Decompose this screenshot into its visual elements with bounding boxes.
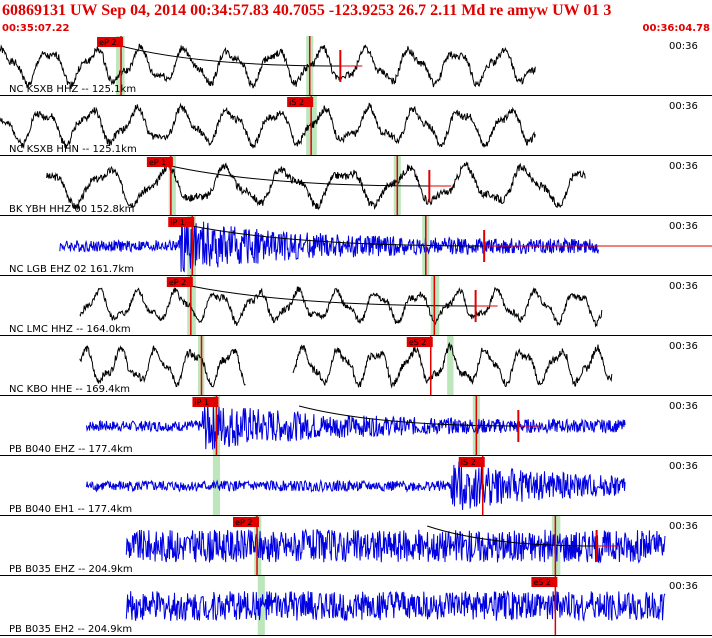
time-tick-label: 00:36 <box>669 341 698 352</box>
pick-label-box <box>192 397 219 407</box>
trace-panel: eP 2 NC LMC HHZ -- 164.0km 00:36 <box>0 276 712 336</box>
pick-label: iS 2 <box>461 458 476 467</box>
pick-label-box <box>166 277 193 287</box>
time-tick-label: 00:36 <box>669 161 698 172</box>
pick-label: eS 2 <box>409 338 427 347</box>
pick-window <box>168 156 176 215</box>
pick-window <box>447 336 454 395</box>
event-title: 60869131 UW Sep 04, 2014 00:34:57.83 40.… <box>2 2 612 19</box>
waveform-trace <box>86 401 626 450</box>
pick-label-box <box>458 457 485 467</box>
trace-panel: eS 2 PB B035 EH2 -- 204.9km 00:36 <box>0 576 712 636</box>
waveform-trace <box>125 528 666 564</box>
station-label: NC KSXB HHN -- 125.1km <box>9 144 137 155</box>
end-time-label: 00:36:04.78 <box>642 23 710 34</box>
trace-panel: iS 2 PB B040 EH1 -- 177.4km 00:36 <box>0 456 712 516</box>
time-tick-label: 00:36 <box>669 401 698 412</box>
time-tick-label: 00:36 <box>669 221 698 232</box>
pick-label-box <box>233 517 260 527</box>
station-label: NC LMC HHZ -- 164.0km <box>9 324 131 335</box>
start-time-label: 00:35:07.22 <box>2 23 70 34</box>
trace-panel: eS 2 NC KBO HHE -- 169.4km 00:36 <box>0 336 712 396</box>
station-label: NC KBO HHE -- 169.4km <box>9 384 130 395</box>
station-label: PB B035 EHZ -- 204.9km <box>9 564 133 575</box>
pick-label-box <box>287 97 314 107</box>
pick-label: iS 2 <box>289 98 304 107</box>
coda-envelope <box>190 285 476 307</box>
pick-label: eP 1 <box>149 158 166 167</box>
trace-panel: iS 2 NC KSXB HHN -- 125.1km 00:36 <box>0 96 712 156</box>
pick-label-box <box>168 217 195 227</box>
time-tick-label: 00:36 <box>669 521 698 532</box>
pick-label: eS 2 <box>533 578 551 587</box>
pick-label: iP 1 <box>194 398 209 407</box>
seismogram-plot: eP 2 NC KSXB HHZ -- 125.1km 00:36 iS 2 NC KS… <box>0 36 712 636</box>
pick-label: eP 2 <box>99 38 116 47</box>
coda-envelope <box>298 405 519 427</box>
pick-label: eP 2 <box>169 278 186 287</box>
waveform-trace <box>125 590 666 623</box>
coda-envelope <box>170 165 430 187</box>
event-header: 60869131 UW Sep 04, 2014 00:34:57.83 40.… <box>0 0 712 36</box>
station-label: PB B040 EHZ -- 177.4km <box>9 444 133 455</box>
pick-label-box <box>406 337 433 347</box>
trace-panel: iP 1 NC LGB EHZ 02 161.7km 00:36 <box>0 216 712 276</box>
waveform-trace <box>79 341 613 389</box>
coda-envelope <box>427 525 597 547</box>
pick-label-box <box>146 157 173 167</box>
station-label: PB B040 EH1 -- 177.4km <box>9 504 132 515</box>
waveform-trace <box>46 161 586 211</box>
trace-panel: eP 2 PB B035 EHZ -- 204.9km 00:36 <box>0 516 712 576</box>
station-label: PB B035 EH2 -- 204.9km <box>9 624 132 635</box>
station-label: NC KSXB HHZ -- 125.1km <box>9 84 136 95</box>
coda-envelope <box>120 45 341 67</box>
pick-label-box <box>97 37 124 47</box>
station-label: NC LGB EHZ 02 161.7km <box>9 264 134 275</box>
pick-label: eP 2 <box>235 518 252 527</box>
time-tick-label: 00:36 <box>669 581 698 592</box>
waveform-trace <box>59 219 599 273</box>
pick-label-box <box>531 577 558 587</box>
pick-label: iP 1 <box>170 218 185 227</box>
coda-envelope <box>192 225 485 247</box>
time-tick-label: 00:36 <box>669 101 698 112</box>
time-tick-label: 00:36 <box>669 281 698 292</box>
waveform-trace <box>79 286 603 328</box>
waveform-trace <box>86 461 626 511</box>
trace-panel: eP 1 BK YBH HHZ 00 152.8km 00:36 <box>0 156 712 216</box>
time-tick-label: 00:36 <box>669 41 698 52</box>
trace-panel: eP 2 NC KSXB HHZ -- 125.1km 00:36 <box>0 36 712 96</box>
waveform-trace <box>0 43 536 90</box>
station-label: BK YBH HHZ 00 152.8km <box>9 204 134 215</box>
trace-panel: iP 1 PB B040 EHZ -- 177.4km 00:36 <box>0 396 712 456</box>
time-tick-label: 00:36 <box>669 461 698 472</box>
waveform-trace <box>0 102 536 149</box>
